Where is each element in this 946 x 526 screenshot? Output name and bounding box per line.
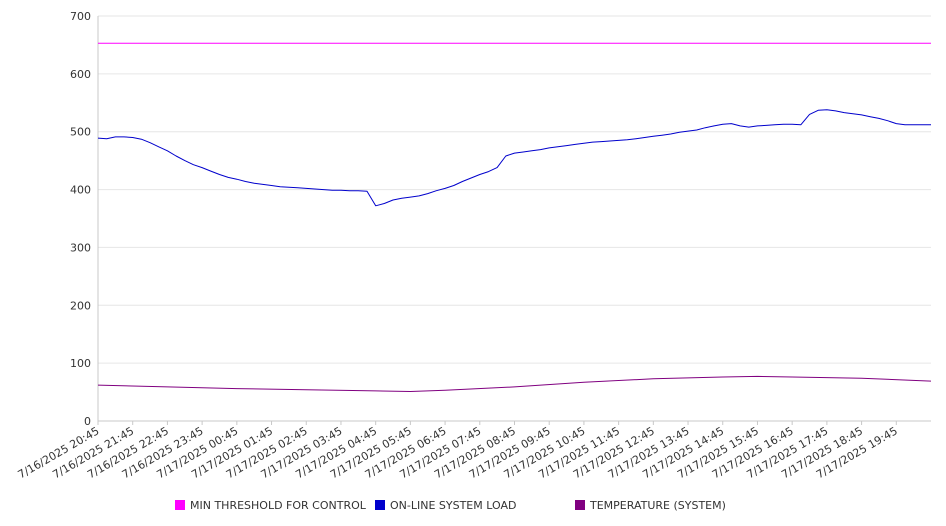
series-line-2 — [97, 375, 932, 392]
legend-swatch — [575, 500, 585, 510]
gridlines — [98, 15, 931, 364]
legend-swatch — [175, 500, 185, 510]
legend-label: ON-LINE SYSTEM LOAD — [390, 499, 516, 512]
legend-swatch — [375, 500, 385, 510]
y-tick-label: 100 — [70, 357, 91, 370]
series-line-1 — [97, 109, 931, 207]
y-tick-label: 500 — [70, 126, 91, 139]
y-tick-label: 300 — [70, 241, 91, 254]
y-tick-label: 600 — [70, 68, 91, 81]
y-tick-label: 0 — [84, 415, 91, 428]
series-lines — [97, 42, 932, 392]
y-tick-label: 200 — [70, 299, 91, 312]
legend-label: TEMPERATURE (SYSTEM) — [589, 499, 726, 512]
legend-label: MIN THRESHOLD FOR CONTROL — [190, 499, 367, 512]
y-tick-label: 400 — [70, 184, 91, 197]
legend: MIN THRESHOLD FOR CONTROL ON-LINE SYSTEM … — [175, 499, 726, 512]
y-tick-label: 700 — [70, 10, 91, 23]
